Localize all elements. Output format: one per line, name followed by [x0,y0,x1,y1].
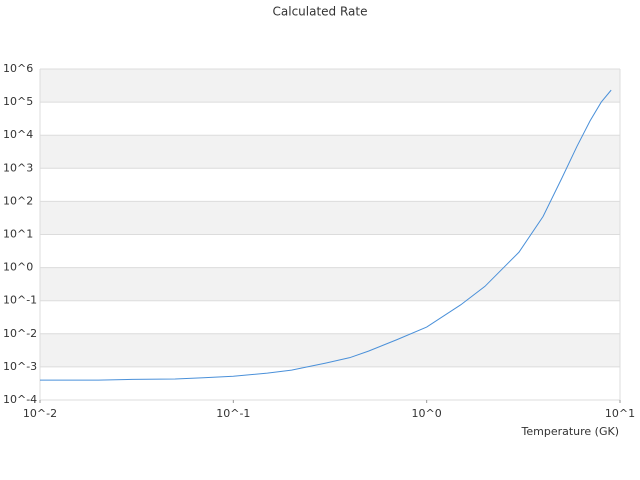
plot-background [40,69,620,367]
y-tick-label: 10^-2 [3,327,37,340]
y-tick-label: 10^3 [3,161,33,174]
y-tick-label: 10^-1 [3,294,37,307]
x-tick-label: 10^1 [605,407,635,420]
y-tick-label: 10^0 [3,261,33,274]
x-tick-label: 10^0 [412,407,442,420]
data-line [40,89,612,381]
y-tick-label: 10^1 [3,228,33,241]
x-tick-label: 10^-2 [23,407,57,420]
x-tick-label: 10^-1 [216,407,250,420]
grid-band [40,69,620,103]
grid-band [40,201,620,235]
y-tick-label: 10^6 [3,62,33,75]
grid-band [40,135,620,169]
grid-band [40,267,620,301]
y-tick-label: 10^-3 [3,360,37,373]
y-tick-label: 10^-4 [3,393,37,406]
y-tick-label: 10^4 [3,128,33,141]
chart-title: Calculated Rate [273,5,368,19]
grid-band [40,333,620,367]
y-tick-label: 10^2 [3,194,33,207]
x-axis-label: Temperature (GK) [521,425,620,438]
y-tick-label: 10^5 [3,95,33,108]
